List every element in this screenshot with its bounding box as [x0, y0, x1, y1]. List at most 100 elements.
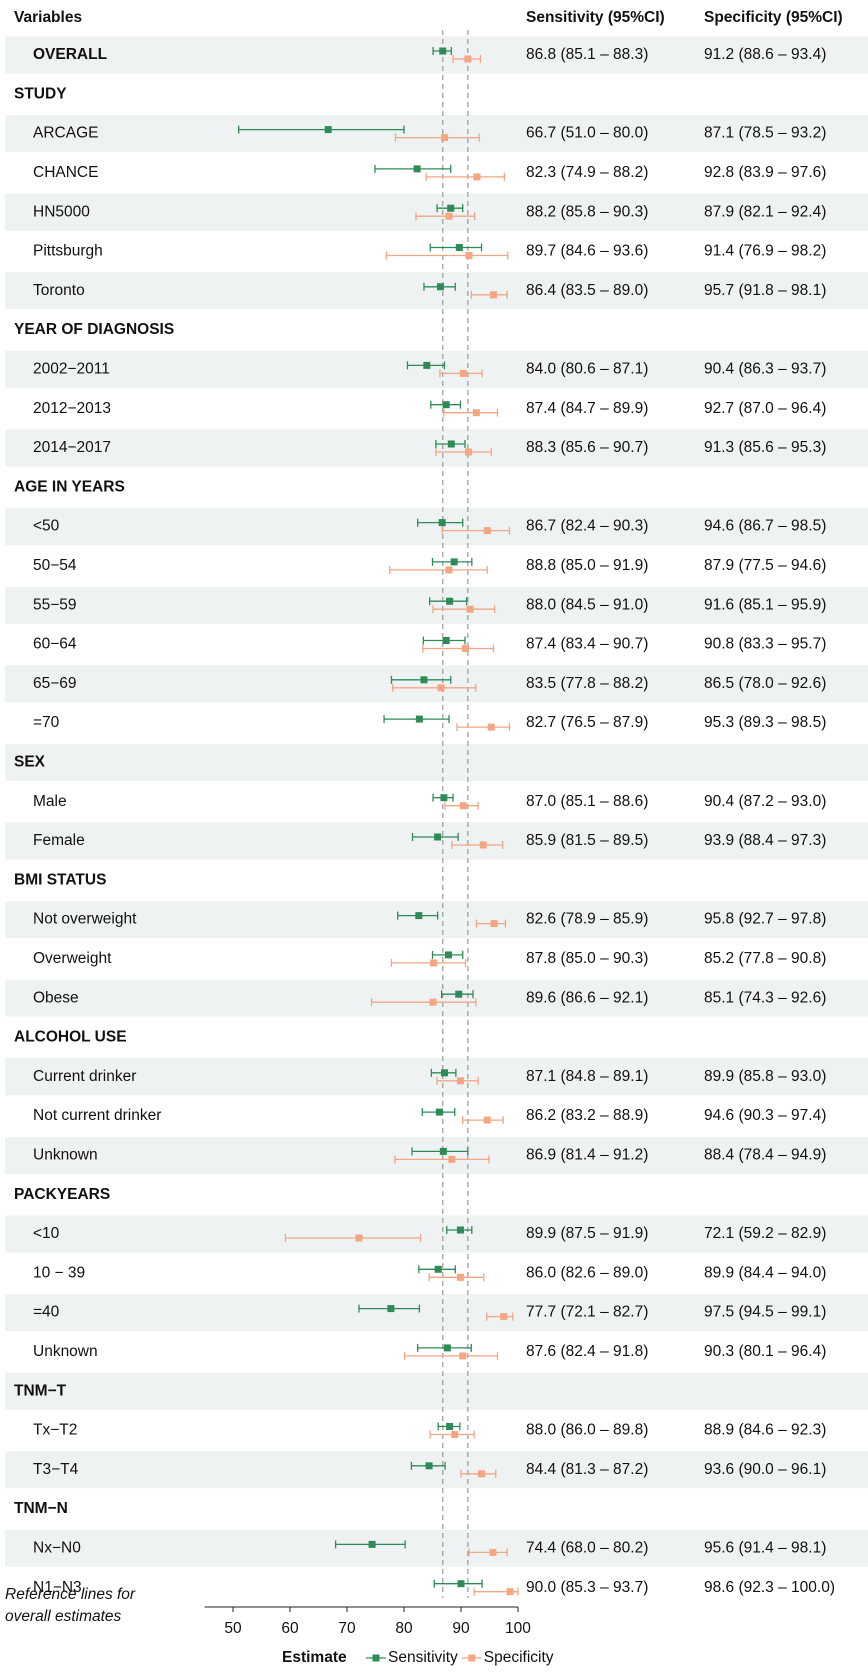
point-estimate — [446, 1423, 454, 1430]
point-estimate — [459, 1352, 467, 1360]
value-label: 85.1 (74.3 – 92.6) — [704, 989, 826, 1006]
value-label: 94.6 (86.7 – 98.5) — [704, 518, 826, 535]
point-estimate — [462, 645, 470, 652]
row-label: <50 — [33, 518, 60, 535]
row-label: Not current drinker — [33, 1107, 161, 1124]
point-estimate — [415, 912, 423, 920]
legend-title: Estimate — [282, 1649, 347, 1666]
row-label: =70 — [33, 714, 60, 731]
estimate — [370, 998, 477, 1007]
value-label: 74.4 (68.0 – 80.2) — [526, 1539, 648, 1556]
estimate — [468, 1548, 508, 1557]
row-label: OVERALL — [33, 46, 107, 63]
value-label: 86.2 (83.2 – 88.9) — [526, 1107, 648, 1124]
estimate — [358, 1304, 421, 1313]
value-label: 92.8 (83.9 – 97.6) — [704, 164, 826, 181]
value-label: 87.6 (82.4 – 91.8) — [526, 1343, 648, 1360]
estimate — [394, 1155, 490, 1164]
value-label: 72.1 (59.2 – 82.9) — [704, 1225, 826, 1242]
estimate — [410, 1461, 446, 1470]
row-label: Toronto — [33, 282, 85, 299]
estimate — [391, 683, 477, 692]
column-header: Variables — [14, 9, 82, 26]
estimate — [432, 793, 454, 802]
estimate — [436, 1076, 479, 1085]
row-label: =40 — [33, 1304, 60, 1321]
value-label: 87.9 (77.5 – 94.6) — [704, 557, 826, 574]
value-label: 86.8 (85.1 – 88.3) — [526, 46, 648, 63]
x-tick-label: 100 — [505, 1620, 531, 1637]
row-backgrounds — [5, 36, 868, 1567]
point-estimate — [500, 1313, 508, 1321]
estimate — [422, 644, 495, 653]
point-estimate — [456, 1226, 464, 1234]
row-label: 55−59 — [33, 596, 77, 613]
group-label: TNM−N — [14, 1500, 68, 1517]
legend-swatch — [468, 1654, 476, 1662]
value-label: 95.8 (92.7 – 97.8) — [704, 911, 826, 928]
group-label: AGE IN YEARS — [14, 478, 125, 495]
point-estimate — [447, 204, 455, 212]
estimate — [417, 518, 464, 527]
row-shade — [5, 1215, 868, 1253]
estimate — [390, 675, 452, 684]
point-estimate — [506, 1588, 514, 1596]
point-estimate — [490, 920, 498, 928]
row-shade — [5, 115, 868, 153]
row-label: Tx−T2 — [33, 1422, 77, 1439]
point-estimate — [483, 1116, 491, 1124]
row-shade — [5, 508, 868, 546]
value-label: 89.7 (84.6 – 93.6) — [526, 243, 648, 260]
point-estimate — [465, 252, 473, 259]
group-label: PACKYEARS — [14, 1186, 110, 1203]
estimate — [415, 212, 476, 221]
point-estimate — [483, 527, 491, 535]
value-label: 91.2 (88.6 – 93.4) — [704, 46, 826, 63]
estimate — [428, 1273, 485, 1282]
estimate — [451, 841, 504, 849]
estimate — [444, 801, 479, 810]
row-shade — [5, 979, 868, 1017]
value-label: 95.6 (91.4 – 98.1) — [704, 1539, 826, 1556]
estimate — [425, 172, 505, 181]
value-label: 66.7 (51.0 – 80.0) — [526, 125, 648, 142]
value-label: 88.9 (84.6 – 92.3) — [704, 1422, 826, 1439]
value-label: 86.4 (83.5 – 89.0) — [526, 282, 648, 299]
row-label: N1−N3 — [33, 1579, 82, 1596]
row-label: Unknown — [33, 1146, 98, 1163]
point-estimate — [451, 1431, 459, 1438]
value-label: 91.4 (76.9 – 98.2) — [704, 243, 826, 260]
value-label: 90.3 (80.1 – 96.4) — [704, 1343, 826, 1360]
row-label: <10 — [33, 1225, 60, 1242]
legend-label: Sensitivity — [388, 1649, 458, 1666]
estimate — [385, 251, 509, 260]
row-shade — [5, 743, 868, 781]
estimate — [432, 605, 496, 614]
estimate — [390, 958, 467, 967]
row-shade — [5, 1451, 868, 1489]
point-estimate — [448, 1155, 456, 1163]
estimate — [435, 440, 466, 448]
row-label: 10 − 39 — [33, 1264, 85, 1281]
point-estimate — [444, 951, 452, 959]
value-label: 92.7 (87.0 – 96.4) — [704, 400, 826, 417]
group-label: YEAR OF DIAGNOSIS — [14, 321, 174, 338]
row-shade — [5, 901, 868, 939]
value-label: 86.5 (78.0 – 92.6) — [704, 675, 826, 692]
value-label: 91.3 (85.6 – 95.3) — [704, 439, 826, 456]
value-label: 91.6 (85.1 – 95.9) — [704, 596, 826, 613]
row-label: Unknown — [33, 1343, 98, 1360]
point-estimate — [438, 519, 446, 527]
column-header: Sensitivity (95%CI) — [526, 9, 665, 26]
estimate — [437, 1422, 461, 1431]
point-estimate — [425, 1462, 433, 1470]
estimate — [462, 1116, 504, 1125]
point-estimate — [445, 566, 453, 574]
value-label: 87.8 (85.0 – 90.3) — [526, 950, 648, 967]
value-label: 87.4 (83.4 – 90.7) — [526, 636, 648, 653]
annotation: overall estimates — [5, 1608, 122, 1625]
estimate — [422, 636, 466, 645]
value-label: 88.8 (85.0 – 91.9) — [526, 557, 648, 574]
value-label: 82.6 (78.9 – 85.9) — [526, 911, 648, 928]
row-shade — [5, 1294, 868, 1332]
